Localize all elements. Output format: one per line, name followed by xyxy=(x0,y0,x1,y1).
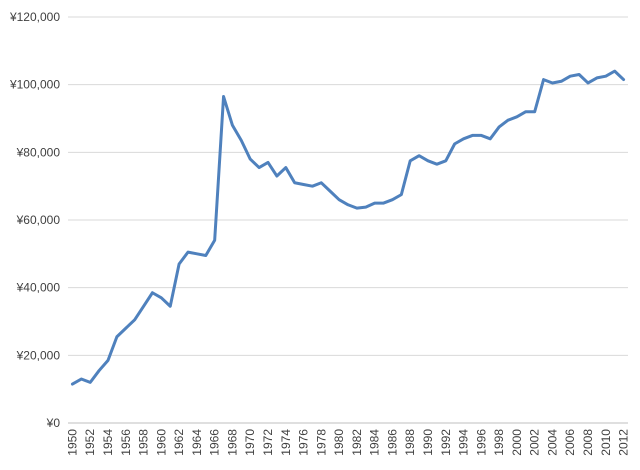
x-tick-label: 1980 xyxy=(332,429,346,456)
y-tick-label: ¥20,000 xyxy=(16,348,61,362)
x-axis-tick-labels: 1950 1952 1954 1956 1958 1960 1962 1964 1966 1968… xyxy=(65,429,630,456)
x-tick-label: 1998 xyxy=(492,429,506,456)
x-tick-label: 1952 xyxy=(83,429,97,456)
x-tick-label: 1986 xyxy=(385,429,399,456)
x-tick-label: 2012 xyxy=(617,429,631,456)
x-tick-label: 2006 xyxy=(563,429,577,456)
series-line xyxy=(70,69,626,386)
y-axis-tick-labels: ¥0 ¥20,000 ¥40,000 ¥60,000 ¥80,000 ¥100,000 ¥1… xyxy=(9,10,60,430)
x-tick-label: 1974 xyxy=(279,429,293,456)
x-tick-label: 2000 xyxy=(510,429,524,456)
x-tick-label: 2004 xyxy=(545,429,559,456)
y-tick-label: ¥100,000 xyxy=(9,78,60,92)
y-tick-label: ¥40,000 xyxy=(16,281,61,295)
x-tick-label: 1990 xyxy=(421,429,435,456)
x-tick-label: 1950 xyxy=(65,429,79,456)
x-tick-label: 1960 xyxy=(154,429,168,456)
x-tick-label: 1992 xyxy=(439,429,453,456)
x-tick-label: 1994 xyxy=(457,429,471,456)
x-tick-label: 1962 xyxy=(172,429,186,456)
y-tick-label: ¥80,000 xyxy=(16,145,61,159)
x-tick-label: 1982 xyxy=(350,429,364,456)
x-tick-label: 1966 xyxy=(208,429,222,456)
series-group xyxy=(70,69,626,386)
x-tick-label: 1996 xyxy=(474,429,488,456)
x-tick-label: 1988 xyxy=(403,429,417,456)
x-tick-label: 1978 xyxy=(314,429,328,456)
gridlines xyxy=(68,16,628,356)
x-tick-label: 1970 xyxy=(243,429,257,456)
x-tick-label: 1964 xyxy=(190,429,204,456)
x-tick-label: 1956 xyxy=(119,429,133,456)
x-tick-label: 1958 xyxy=(137,429,151,456)
x-tick-label: 2010 xyxy=(599,429,613,456)
x-tick-label: 1976 xyxy=(297,429,311,456)
x-tick-label: 1954 xyxy=(101,429,115,456)
y-tick-label: ¥120,000 xyxy=(9,10,60,24)
y-tick-label: ¥0 xyxy=(46,416,61,430)
x-tick-label: 1968 xyxy=(225,429,239,456)
x-tick-label: 1984 xyxy=(368,429,382,456)
x-tick-label: 1972 xyxy=(261,429,275,456)
x-tick-label: 2002 xyxy=(528,429,542,456)
x-tick-label: 2008 xyxy=(581,429,595,456)
y-tick-label: ¥60,000 xyxy=(16,213,61,227)
